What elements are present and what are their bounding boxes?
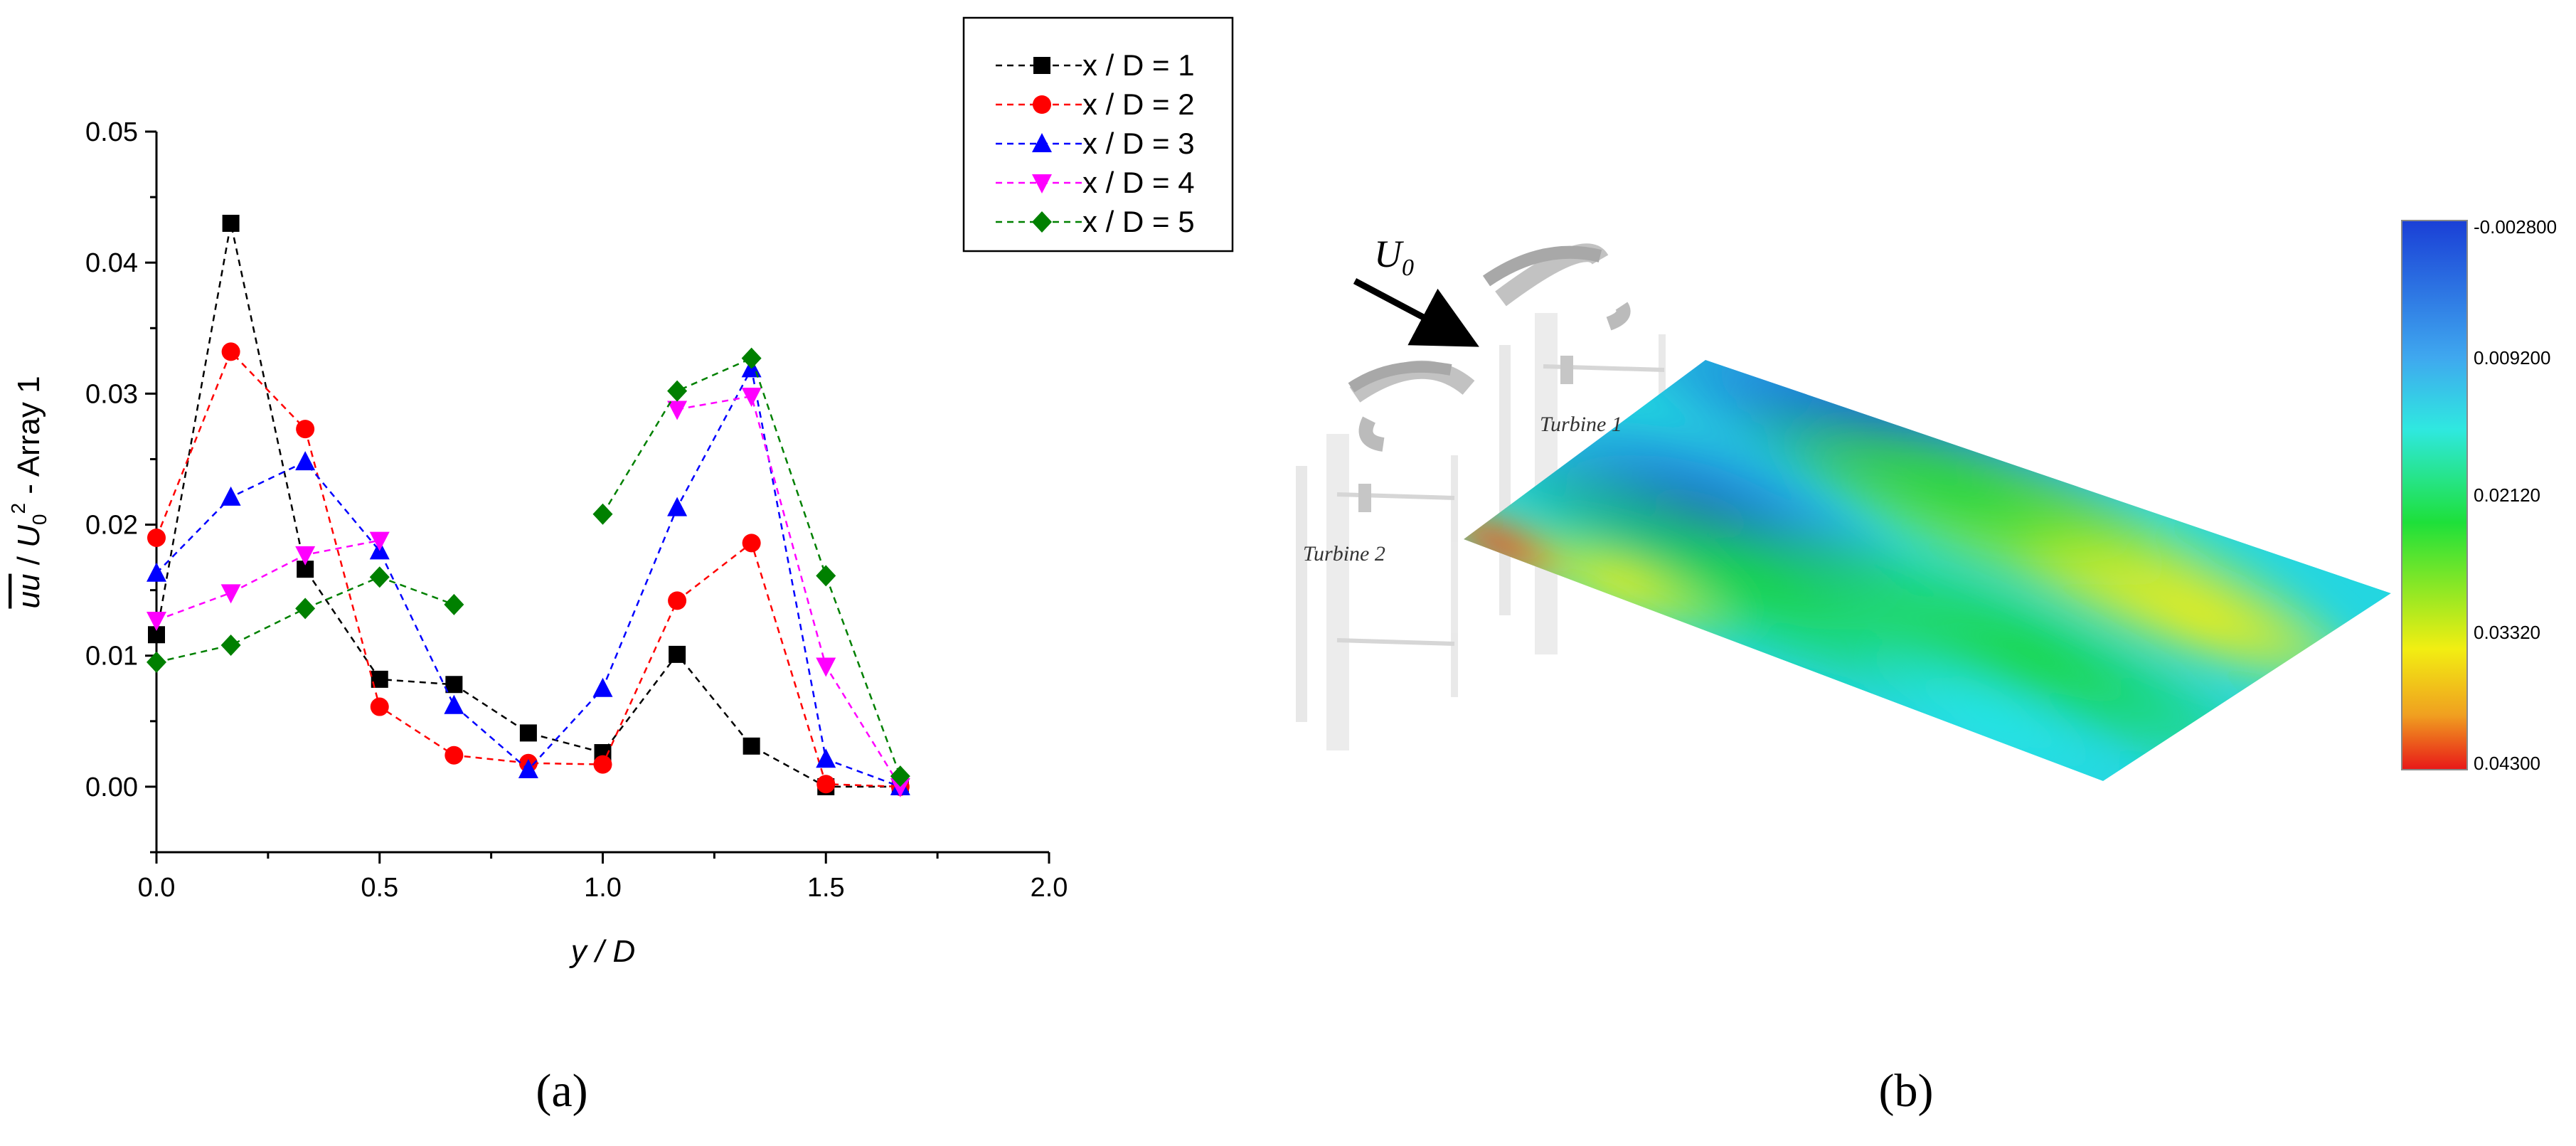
data-point (519, 724, 537, 742)
turbine-2-icon (1296, 360, 1475, 750)
turbulence-line-chart: 0.0 0.5 1.0 1.5 2.00.000.010.020.030.040.05 … (7, 16, 1234, 1117)
y-tick-label: 0.04 (85, 248, 138, 278)
data-point (669, 645, 686, 663)
flow-label: U0 (1374, 233, 1414, 281)
series-line (156, 366, 901, 788)
contour-plane (1464, 360, 2391, 781)
data-point (147, 562, 166, 582)
x-tick-label: 0.0 (138, 873, 176, 903)
y-axis-title: uu / U02 - Array 1 (7, 376, 50, 608)
data-point (220, 634, 241, 656)
data-point (518, 758, 538, 778)
data-point (816, 657, 836, 677)
data-point (222, 214, 240, 232)
series-line (602, 356, 902, 777)
svg-text:uu / U02 - Array 1: uu / U02 - Array 1 (7, 376, 50, 608)
data-point (592, 677, 613, 697)
legend-marker (1032, 211, 1052, 233)
legend-marker (1033, 57, 1050, 74)
colorbar: -0.002800 0.009200 0.02120 0.03320 0.04300 (2401, 216, 2557, 774)
data-point (668, 591, 687, 610)
data-point (816, 565, 836, 587)
data-point (667, 380, 688, 402)
data-point (816, 748, 836, 768)
y-tick-label: 0.01 (85, 642, 138, 672)
colorbar-labels: -0.002800 0.009200 0.02120 0.03320 0.04300 (2474, 216, 2557, 774)
data-point (667, 497, 688, 516)
data-point (444, 593, 464, 615)
data-point (741, 347, 762, 369)
data-series (147, 214, 910, 797)
legend-label: x / D = 5 (1082, 205, 1195, 238)
series-line (155, 350, 900, 788)
data-point (667, 400, 688, 420)
data-point (890, 778, 910, 797)
legend-label: x / D = 2 (1082, 87, 1195, 121)
data-point (890, 765, 910, 787)
data-point (147, 611, 166, 631)
data-point (221, 342, 240, 361)
colorbar-label: 0.009200 (2474, 347, 2550, 368)
data-point (445, 746, 464, 765)
legend-label: x / D = 3 (1082, 127, 1195, 160)
data-point (369, 531, 390, 551)
x-axis-title: y / D (569, 934, 635, 969)
data-point (743, 737, 760, 755)
colorbar-gradient (2401, 220, 2468, 770)
data-point (369, 566, 390, 588)
turbine-1-label: Turbine 1 (1540, 413, 1622, 436)
x-tick-label: 1.0 (584, 873, 622, 903)
data-point (445, 676, 463, 694)
legend-label: x / D = 1 (1082, 48, 1195, 82)
data-point (295, 546, 316, 566)
series-1 (148, 214, 909, 795)
data-point (742, 534, 761, 553)
panel-label-a: (a) (536, 1065, 587, 1117)
series-line (155, 223, 900, 788)
series-line (156, 575, 454, 664)
series-line (156, 539, 380, 622)
data-point (147, 651, 166, 673)
turbine-2-label: Turbine 2 (1303, 542, 1385, 566)
colorbar-label: 0.02120 (2474, 484, 2540, 506)
colorbar-label: -0.002800 (2474, 216, 2557, 238)
legend-label: x / D = 4 (1082, 166, 1195, 199)
panel-label-b: (b) (1879, 1065, 1934, 1117)
data-point (295, 598, 316, 620)
y-tick-label: 0.05 (85, 117, 138, 147)
legend-marker (1032, 133, 1052, 152)
y-tick-label: 0.03 (85, 379, 138, 409)
colorbar-label: 0.04300 (2474, 753, 2540, 774)
data-point (444, 694, 464, 714)
contour-panel: U0 (1296, 216, 2557, 1117)
series-4 (147, 388, 910, 797)
series-line (676, 395, 901, 787)
data-point (816, 775, 836, 794)
data-point (296, 420, 315, 439)
data-point (592, 503, 613, 525)
legend-marker (1032, 174, 1052, 193)
data-point (741, 388, 762, 408)
y-tick-label: 0.00 (85, 773, 138, 802)
legend-frame (962, 16, 1234, 253)
x-tick-label: 1.5 (807, 873, 845, 903)
x-tick-label: 2.0 (1031, 873, 1068, 903)
axis-ticks: 0.0 0.5 1.0 1.5 2.0 0.00 0.01 0.02 0.03 0.04 0.05 (85, 117, 1068, 903)
data-point (220, 486, 241, 506)
x-tick-label: 0.5 (361, 873, 398, 903)
chart-legend: x / D = 1 x / D = 2 x / D = 3 x / D = 4 x / … (962, 16, 1234, 253)
data-point (370, 697, 389, 716)
series-5 (147, 347, 910, 787)
data-point (220, 584, 241, 604)
legend-marker (1033, 95, 1051, 114)
y-tick-label: 0.02 (85, 511, 138, 541)
colorbar-label: 0.03320 (2474, 622, 2540, 643)
flow-arrow (1353, 278, 1479, 347)
data-point (147, 528, 166, 547)
data-point (295, 451, 316, 471)
data-point (593, 755, 612, 774)
